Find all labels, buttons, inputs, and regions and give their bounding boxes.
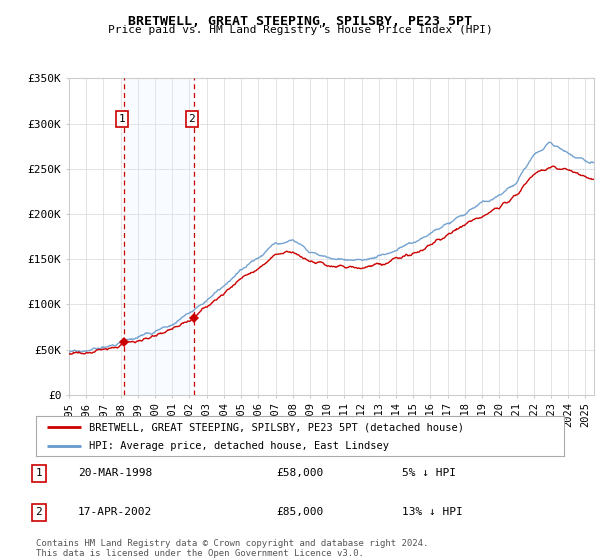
Text: HPI: Average price, detached house, East Lindsey: HPI: Average price, detached house, East… <box>89 441 389 451</box>
Text: 20-MAR-1998: 20-MAR-1998 <box>78 468 152 478</box>
Text: 2: 2 <box>188 114 195 124</box>
Text: 13% ↓ HPI: 13% ↓ HPI <box>402 507 463 517</box>
Text: 1: 1 <box>118 114 125 124</box>
Bar <box>124 78 194 395</box>
Text: BRETWELL, GREAT STEEPING, SPILSBY, PE23 5PT (detached house): BRETWELL, GREAT STEEPING, SPILSBY, PE23 … <box>89 422 464 432</box>
Text: BRETWELL, GREAT STEEPING, SPILSBY, PE23 5PT: BRETWELL, GREAT STEEPING, SPILSBY, PE23 … <box>128 15 472 27</box>
Text: £58,000: £58,000 <box>276 468 323 478</box>
Text: 5% ↓ HPI: 5% ↓ HPI <box>402 468 456 478</box>
Text: This data is licensed under the Open Government Licence v3.0.: This data is licensed under the Open Gov… <box>36 549 364 558</box>
Text: 2: 2 <box>35 507 43 517</box>
Text: Contains HM Land Registry data © Crown copyright and database right 2024.: Contains HM Land Registry data © Crown c… <box>36 539 428 548</box>
Text: 1: 1 <box>35 468 43 478</box>
Text: £85,000: £85,000 <box>276 507 323 517</box>
Text: Price paid vs. HM Land Registry's House Price Index (HPI): Price paid vs. HM Land Registry's House … <box>107 25 493 35</box>
Text: 17-APR-2002: 17-APR-2002 <box>78 507 152 517</box>
